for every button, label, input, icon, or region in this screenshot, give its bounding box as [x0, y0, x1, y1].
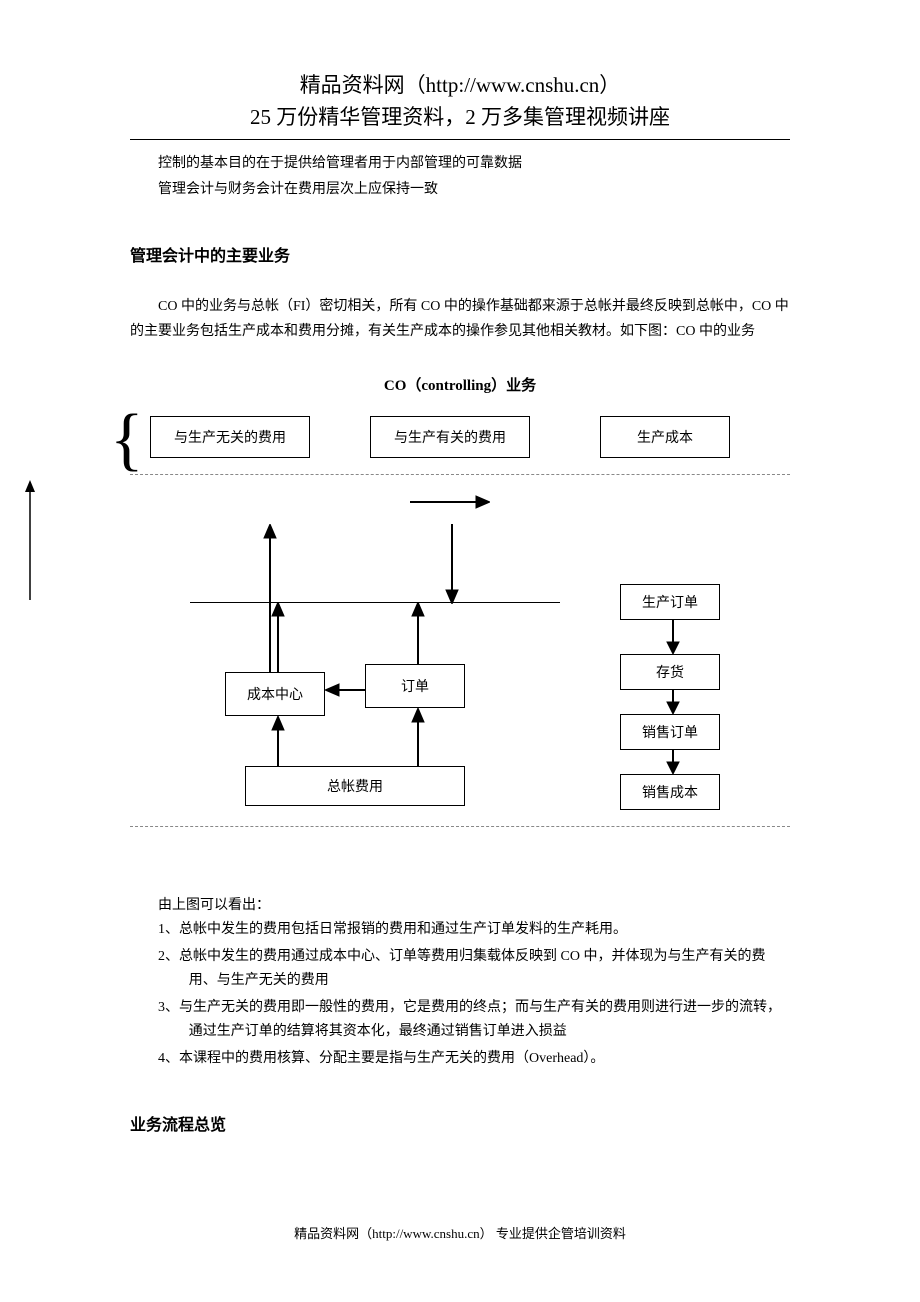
section-title-process-overview: 业务流程总览	[130, 1111, 790, 1135]
box-order: 订单	[365, 664, 465, 708]
summary-lead: 由上图可以看出：	[158, 894, 790, 919]
arrow-down-r2-icon	[663, 690, 683, 714]
summary-item-2: 2、总帐中发生的费用通过成本中心、订单等费用归集载体反映到 CO 中，并体现为与…	[158, 945, 790, 994]
summary-item-4: 4、本课程中的费用核算、分配主要是指与生产无关的费用（Overhead）。	[158, 1047, 790, 1072]
box-inventory: 存货	[620, 654, 720, 690]
dashed-divider-1	[130, 474, 790, 475]
intro-line-2: 管理会计与财务会计在费用层次上应保持一致	[158, 178, 790, 202]
box-production-cost: 生产成本	[600, 416, 730, 458]
dashed-divider-2	[130, 826, 790, 827]
header-line-2: 25 万份精华管理资料，2 万多集管理视频讲座	[130, 102, 790, 134]
body-paragraph-1: CO 中的业务与总帐（FI）密切相关，所有 CO 中的操作基础都来源于总帐并最终…	[130, 294, 790, 344]
arrow-up-ledger-left-icon	[268, 716, 288, 766]
summary-item-1: 1、总帐中发生的费用包括日常报销的费用和通过生产订单发料的生产耗用。	[158, 918, 790, 943]
box-production-order: 生产订单	[620, 584, 720, 620]
box-cost-center: 成本中心	[225, 672, 325, 716]
arrow-down-r3-icon	[663, 750, 683, 774]
arrow-up-ledger-right-icon	[408, 708, 428, 766]
co-business-diagram: CO（controlling）业务 { 与生产无关的费用 与生产有关的费用 生产…	[130, 374, 790, 854]
intro-line-1: 控制的基本目的在于提供给管理者用于内部管理的可靠数据	[158, 152, 790, 176]
summary-block: 由上图可以看出： 1、总帐中发生的费用包括日常报销的费用和通过生产订单发料的生产…	[158, 894, 790, 1072]
margin-arrow-icon	[20, 480, 40, 600]
arrow-left-icon	[325, 680, 365, 700]
box-sales-order: 销售订单	[620, 714, 720, 750]
brace-icon: {	[110, 402, 146, 477]
section-title-main-business: 管理会计中的主要业务	[130, 242, 790, 266]
page-footer: 精品资料网（http://www.cnshu.cn） 专业提供企管培训资料	[0, 1223, 920, 1242]
solid-divider	[190, 602, 560, 603]
arrow-down-right-icon	[442, 524, 462, 604]
box-related-cost: 与生产有关的费用	[370, 416, 530, 458]
arrow-right-icon	[410, 492, 490, 512]
arrow-up-order-icon	[408, 602, 428, 664]
box-sales-cost: 销售成本	[620, 774, 720, 810]
arrow-up-cc-icon	[268, 602, 288, 672]
arrow-down-r1-icon	[663, 620, 683, 654]
diagram-title: CO（controlling）业务	[384, 374, 536, 395]
header-line-1: 精品资料网（http://www.cnshu.cn）	[130, 70, 790, 102]
summary-item-3: 3、与生产无关的费用即一般性的费用，它是费用的终点；而与生产有关的费用则进行进一…	[158, 996, 790, 1045]
box-ledger-cost: 总帐费用	[245, 766, 465, 806]
intro-paragraph: 控制的基本目的在于提供给管理者用于内部管理的可靠数据 管理会计与财务会计在费用层…	[158, 152, 790, 202]
box-unrelated-cost: 与生产无关的费用	[150, 416, 310, 458]
page-header: 精品资料网（http://www.cnshu.cn） 25 万份精华管理资料，2…	[130, 70, 790, 140]
